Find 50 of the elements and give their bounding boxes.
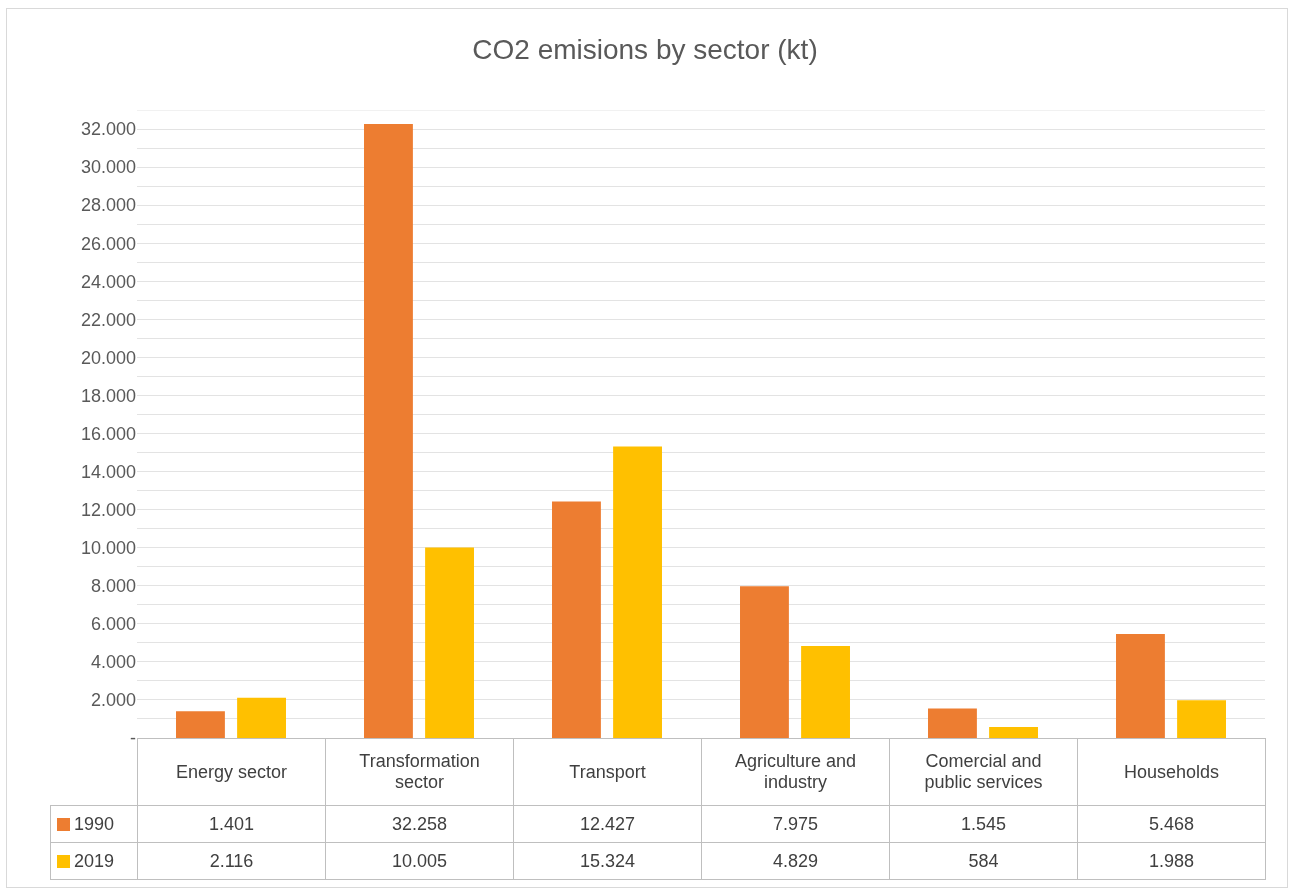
- bar: [613, 446, 662, 738]
- data-label: 7.975: [701, 805, 890, 843]
- bar: [176, 711, 225, 738]
- bar: [801, 646, 850, 738]
- data-label: 1.545: [889, 805, 1078, 843]
- bar: [1116, 633, 1165, 738]
- y-tick-label: 32.000: [80, 119, 136, 140]
- y-tick-label: 24.000: [80, 271, 136, 292]
- x-tick-label: Households: [1077, 738, 1266, 806]
- bar: [425, 547, 474, 738]
- y-tick-label: 4.000: [90, 652, 136, 673]
- y-tick-label: -: [130, 728, 136, 749]
- data-label: 15.324: [513, 842, 702, 880]
- data-label: 1.988: [1077, 842, 1266, 880]
- chart-title: CO2 emisions by sector (kt): [472, 33, 818, 65]
- legend-label: 2019: [74, 850, 115, 871]
- x-tick-label: Comercial and public services: [889, 738, 1078, 806]
- legend-label: 1990: [74, 813, 115, 834]
- y-tick-label: 26.000: [80, 233, 136, 254]
- bar: [237, 697, 286, 738]
- y-tick-label: 12.000: [80, 499, 136, 520]
- data-label: 4.829: [701, 842, 890, 880]
- bar: [552, 501, 601, 738]
- bar: [364, 124, 413, 738]
- data-label: 584: [889, 842, 1078, 880]
- y-tick-label: 28.000: [80, 195, 136, 216]
- data-label: 2.116: [137, 842, 326, 880]
- y-tick-label: 10.000: [80, 538, 136, 558]
- y-tick-label: 14.000: [80, 461, 136, 482]
- x-tick-label: Transformation sector: [325, 738, 514, 806]
- data-label: 12.427: [513, 805, 702, 843]
- y-tick-label: 2.000: [90, 690, 136, 711]
- x-tick-label: Agriculture and industry: [701, 738, 890, 806]
- y-tick-label: 30.000: [80, 157, 136, 178]
- x-tick-label: Energy sector: [137, 738, 326, 806]
- y-tick-label: 22.000: [80, 309, 136, 330]
- y-tick-label: 20.000: [80, 347, 136, 368]
- bar: [1177, 700, 1226, 738]
- x-tick-label: Transport: [513, 738, 702, 806]
- y-tick-label: 16.000: [80, 423, 136, 444]
- bar: [928, 708, 977, 738]
- data-label: 10.005: [325, 842, 514, 880]
- data-label: 32.258: [325, 805, 514, 843]
- y-tick-label: 8.000: [90, 576, 136, 597]
- y-tick-label: 18.000: [80, 385, 136, 406]
- y-tick-label: 6.000: [90, 614, 136, 635]
- bar: [989, 726, 1038, 738]
- data-label: 5.468: [1077, 805, 1266, 843]
- bar: [740, 586, 789, 738]
- data-label: 1.401: [137, 805, 326, 843]
